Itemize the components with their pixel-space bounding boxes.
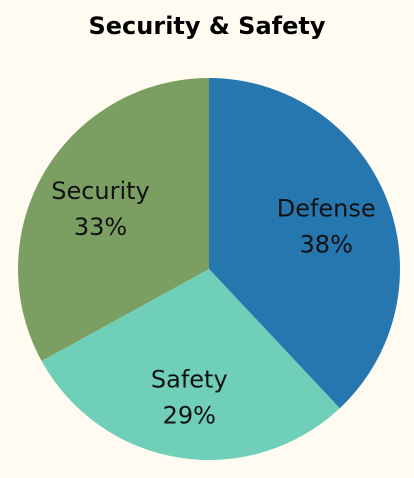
slice-label-security: Security	[51, 177, 150, 205]
pie-slice-defense	[209, 78, 400, 409]
chart-title: Security & Safety	[88, 12, 326, 40]
slice-label-defense: Defense	[277, 195, 376, 223]
pie-slice-safety	[41, 269, 340, 461]
pie-labels: Defense 38% Safety 29% Security 33%	[51, 177, 375, 430]
slice-label-safety: Safety	[151, 366, 228, 394]
pie-slices	[17, 78, 400, 461]
slice-value-safety: 29%	[163, 402, 216, 430]
slice-value-security: 33%	[74, 213, 127, 241]
slice-value-defense: 38%	[300, 231, 353, 259]
pie-slice-security	[17, 78, 210, 362]
